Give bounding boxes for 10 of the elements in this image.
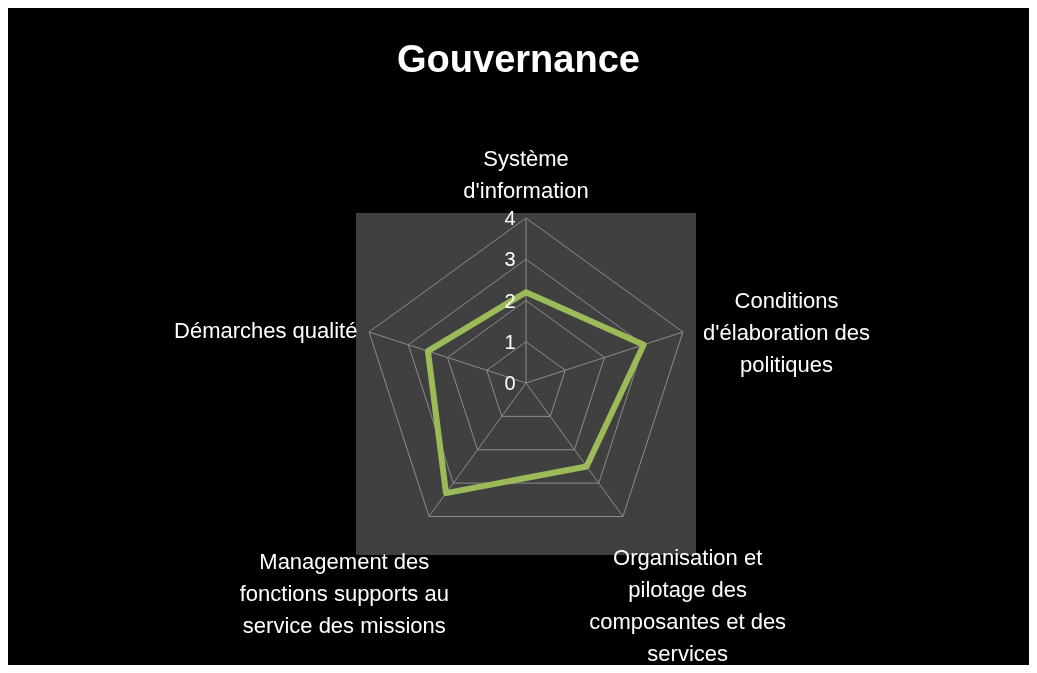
spoke-label: Organisation et pilotage des composantes et des services [589,544,787,666]
spoke-label: Conditions d'élaboration des politiques [703,287,870,377]
spoke-label: Système d'information [463,146,589,203]
y-tick-label: 4 [504,207,516,229]
y-tick-label: 1 [504,330,516,353]
spoke-label: Démarches qualité [174,317,358,343]
spoke-label: Management des fonctions supports au service des missions [239,548,449,638]
y-tick-label: 0 [504,372,516,394]
y-tick-label: 3 [504,248,516,271]
chart-title: Gouvernance [396,38,641,81]
